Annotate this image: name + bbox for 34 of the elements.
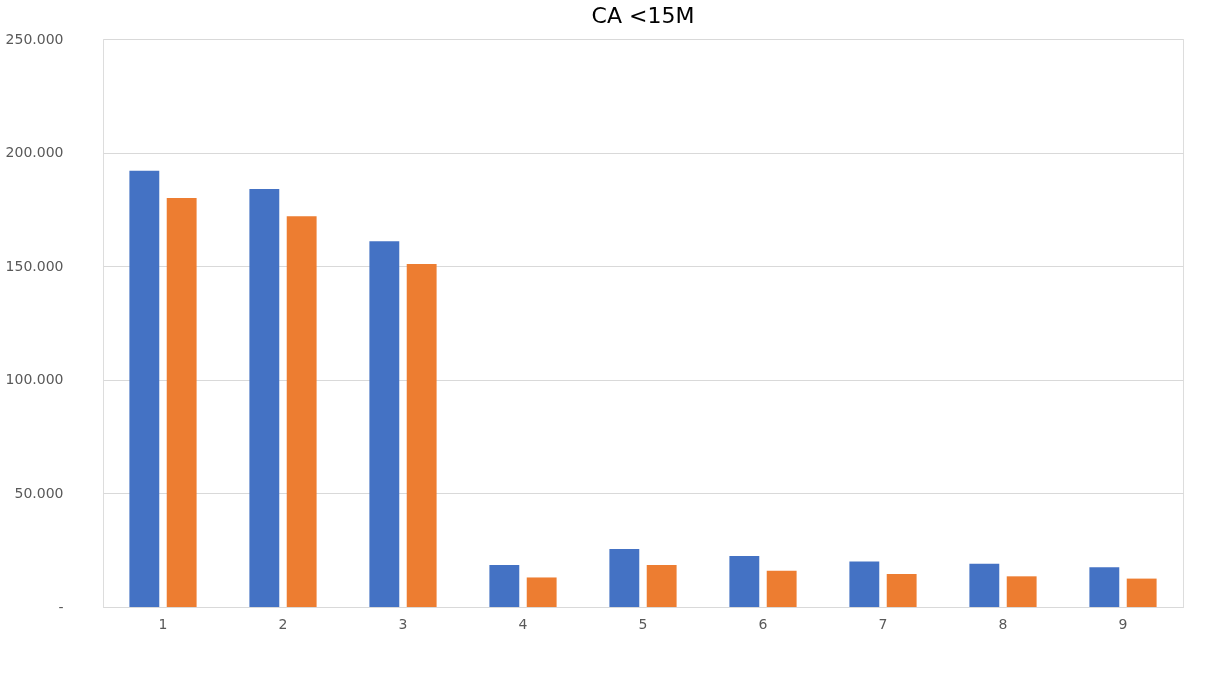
y-tick-label: 150.000 — [5, 257, 64, 274]
x-tick-label: 9 — [1118, 615, 1128, 632]
bar — [766, 570, 797, 607]
x-tick-label: 7 — [878, 615, 888, 632]
x-tick-label: 8 — [998, 615, 1008, 632]
bar — [526, 577, 557, 607]
bar — [969, 563, 1000, 607]
x-tick-label: 1 — [158, 615, 168, 632]
chart-title: CA <15M — [591, 3, 695, 28]
x-tick-label: 5 — [638, 615, 648, 632]
x-tick-label: 6 — [758, 615, 768, 632]
bar — [249, 188, 280, 607]
bar — [609, 549, 640, 607]
y-tick-label: 50.000 — [14, 484, 64, 501]
bar — [406, 263, 437, 607]
y-tick-label: 250.000 — [5, 30, 64, 47]
bar — [369, 241, 400, 607]
bar — [489, 564, 520, 607]
bar — [886, 574, 917, 607]
bar — [849, 561, 880, 607]
bar — [166, 198, 197, 607]
y-tick-label: 100.000 — [5, 371, 64, 388]
bar — [1006, 576, 1037, 607]
bar — [1126, 578, 1157, 607]
bar — [729, 555, 760, 607]
x-tick-label: 2 — [278, 615, 288, 632]
bar — [1089, 567, 1120, 607]
y-tick-label: - — [58, 598, 64, 615]
x-tick-label: 4 — [518, 615, 528, 632]
x-tick-label: 3 — [398, 615, 408, 632]
bar — [646, 564, 677, 607]
bar — [286, 216, 317, 607]
y-tick-label: 200.000 — [5, 144, 64, 161]
bar — [129, 170, 160, 607]
